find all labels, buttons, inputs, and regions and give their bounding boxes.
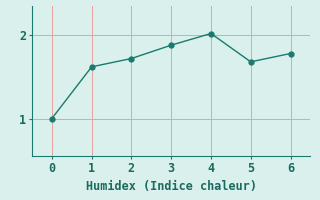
X-axis label: Humidex (Indice chaleur): Humidex (Indice chaleur) — [86, 180, 257, 193]
